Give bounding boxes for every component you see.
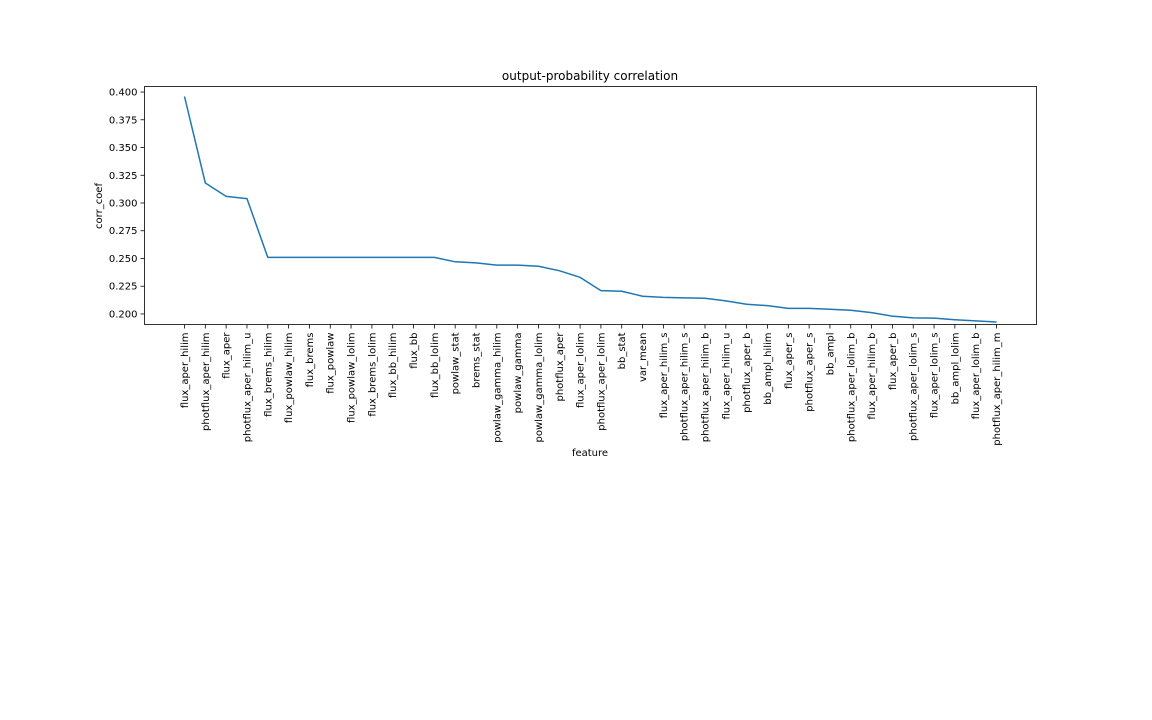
x-tick-label: powlaw_gamma_hilim	[492, 333, 503, 443]
x-tick-label: flux_bb	[409, 333, 420, 369]
x-axis-label: feature	[572, 448, 608, 459]
x-axis-ticks: flux_aper_hilim photflux_aper_hilim flux_a…	[180, 324, 1003, 446]
y-tick-label: 0.300	[109, 199, 138, 210]
y-tick-label: 0.400	[109, 88, 138, 99]
y-tick-label: 0.225	[109, 282, 138, 293]
x-tick-label: photflux_aper_lolim_s	[909, 333, 920, 441]
x-tick-label: flux_aper_hilim	[180, 333, 191, 409]
y-tick-label: 0.375	[109, 115, 138, 126]
y-tick-label: 0.250	[109, 254, 138, 265]
x-tick-label: flux_brems_lolim	[367, 333, 378, 417]
x-tick-label: bb_ampl	[825, 333, 836, 376]
x-tick-label: powlaw_gamma_lolim	[534, 333, 545, 443]
x-tick-label: flux_brems	[305, 333, 316, 388]
x-tick-label: bb_ampl_hilim	[763, 333, 774, 405]
x-tick-label: flux_brems_hilim	[263, 333, 274, 417]
x-tick-label: flux_aper_hilim_b	[867, 333, 878, 420]
x-tick-label: photflux_aper_hilim	[201, 333, 212, 431]
y-tick-label: 0.325	[109, 171, 138, 182]
x-tick-label: flux_bb_lolim	[430, 333, 441, 398]
x-tick-label: flux_aper_hilim_u	[721, 333, 732, 420]
x-tick-label: photflux_aper_hilim_m	[992, 333, 1003, 446]
x-tick-label: photflux_aper_hilim_s	[680, 333, 691, 442]
x-tick-label: flux_aper_lolim	[576, 333, 587, 409]
x-tick-label: photflux_aper_hilim_u	[242, 333, 253, 443]
x-tick-label: photflux_aper_lolim	[596, 333, 607, 431]
x-tick-label: photflux_aper_s	[805, 333, 816, 412]
plot-area-frame	[144, 86, 1037, 325]
x-tick-label: flux_aper	[222, 332, 233, 379]
x-tick-label: powlaw_stat	[451, 332, 462, 394]
x-tick-label: flux_aper_hilim_s	[659, 333, 670, 419]
x-tick-label: powlaw_gamma	[513, 333, 524, 414]
x-tick-label: flux_powlaw_lolim	[347, 333, 358, 423]
x-tick-label: flux_bb_hilim	[388, 333, 399, 399]
x-tick-label: photflux_aper_b	[742, 333, 753, 413]
x-tick-label: flux_aper_s	[784, 333, 795, 390]
x-tick-label: flux_powlaw_hilim	[284, 333, 295, 424]
x-tick-label: flux_powlaw	[326, 333, 337, 394]
chart-title: output-probability correlation	[502, 69, 678, 83]
x-tick-label: var_mean	[638, 333, 649, 383]
x-tick-label: photflux_aper	[555, 332, 566, 402]
y-axis-label: corr_coef	[94, 183, 105, 229]
x-tick-label: brems_stat	[471, 332, 482, 388]
y-tick-label: 0.200	[109, 309, 138, 320]
x-tick-label: flux_aper_lolim_b	[971, 333, 982, 420]
x-tick-label: flux_aper_b	[888, 333, 899, 391]
y-axis-ticks: 0.200 0.225 0.250 0.275 0.300 0.325 0.350 0.375…	[109, 88, 145, 320]
x-tick-label: bb_ampl_lolim	[950, 333, 961, 405]
series-line	[183, 96, 997, 323]
x-tick-label: photflux_aper_lolim_b	[846, 333, 857, 443]
x-tick-label: bb_stat	[617, 332, 628, 369]
x-tick-label: flux_aper_lolim_s	[930, 333, 941, 419]
y-tick-label: 0.350	[109, 143, 138, 154]
x-tick-label: photflux_aper_hilim_b	[701, 333, 712, 443]
y-tick-label: 0.275	[109, 226, 138, 237]
